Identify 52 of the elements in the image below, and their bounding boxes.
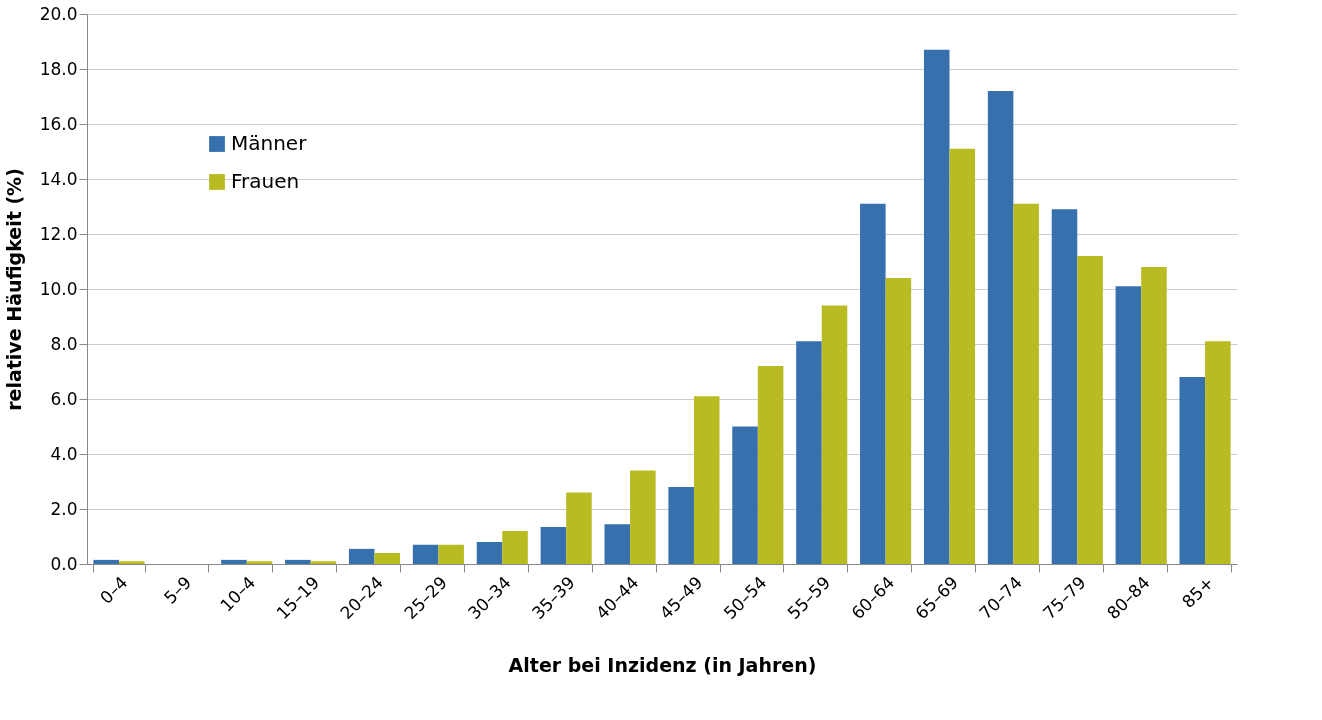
y-tick-label: 8.0 — [50, 333, 78, 354]
y-tick-label: 4.0 — [50, 443, 78, 464]
bar — [630, 470, 656, 564]
y-tick-label: 2.0 — [50, 498, 78, 519]
bar — [860, 203, 886, 564]
bar — [757, 366, 784, 564]
bar — [987, 91, 1014, 564]
legend-label: Frauen — [231, 169, 300, 193]
bar — [693, 396, 720, 564]
bar — [502, 531, 528, 564]
y-tick-label: 0.0 — [50, 553, 78, 574]
bar — [668, 487, 694, 564]
y-tick-label: 18.0 — [39, 58, 78, 79]
bar — [310, 561, 337, 564]
bar — [246, 561, 273, 564]
y-tick-label: 12.0 — [39, 223, 78, 244]
bar — [1077, 256, 1103, 564]
bar — [118, 561, 145, 564]
bar — [438, 544, 464, 564]
bar — [412, 544, 439, 564]
bar — [1141, 267, 1167, 564]
bar — [732, 426, 758, 564]
bar — [1013, 203, 1039, 564]
bar — [885, 278, 912, 564]
x-axis-title: Alter bei Inzidenz (in Jahren) — [508, 654, 817, 677]
bar — [923, 49, 950, 564]
y-tick-label: 20.0 — [39, 3, 78, 24]
x-tick-label: 5–9 — [159, 572, 196, 608]
bar — [949, 148, 976, 564]
y-tick-label: 10.0 — [39, 278, 78, 299]
y-tick-label: 16.0 — [39, 113, 78, 134]
bar — [566, 492, 592, 564]
x-tick-label: 0–4 — [96, 572, 132, 608]
bar — [93, 559, 119, 564]
bar — [1179, 377, 1206, 564]
bar — [821, 305, 848, 564]
bar — [374, 553, 401, 564]
y-tick-label: 6.0 — [50, 388, 78, 409]
y-axis-title: relative Häufigkeit (%) — [2, 168, 25, 411]
y-tick-label: 14.0 — [39, 168, 78, 189]
bar — [348, 548, 375, 564]
bar — [285, 559, 311, 564]
bar — [796, 341, 822, 564]
bar — [1051, 209, 1078, 564]
bar — [1205, 341, 1231, 564]
bar — [540, 526, 567, 564]
bar — [476, 542, 503, 564]
bar — [604, 524, 631, 564]
x-tick-label: 85+ — [1178, 572, 1218, 612]
bar — [1115, 286, 1142, 564]
legend-label: Männer — [231, 131, 308, 155]
bar — [221, 559, 247, 564]
